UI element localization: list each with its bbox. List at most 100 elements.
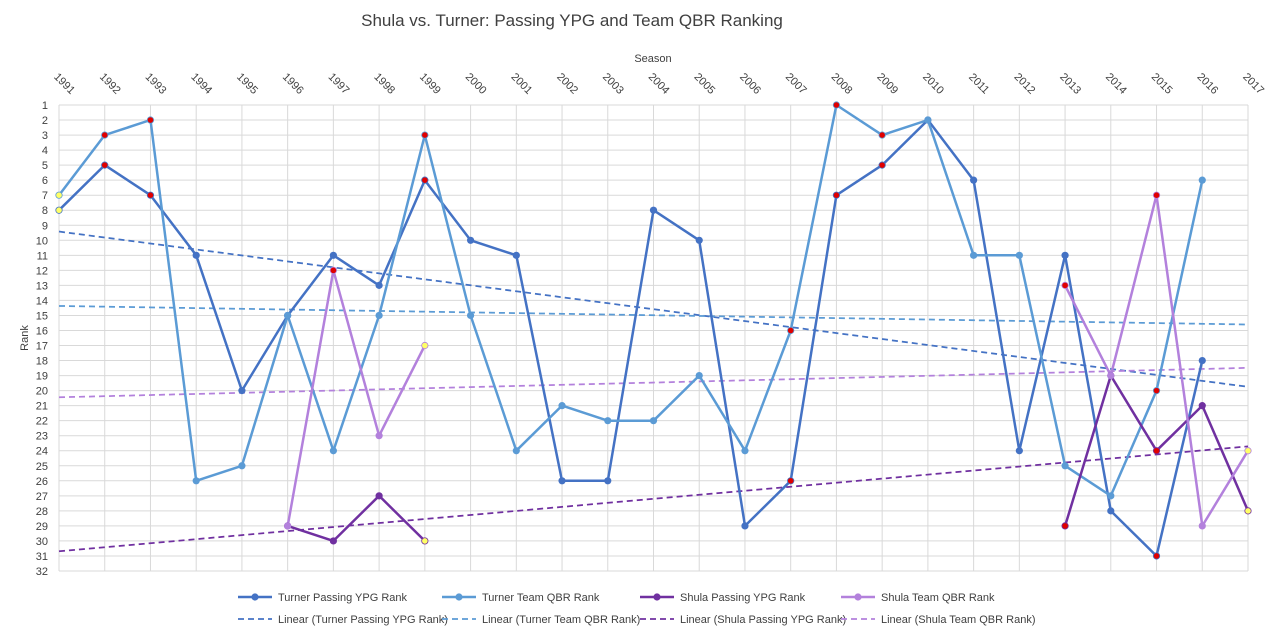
x-tick-label: 2016 [1194,71,1220,97]
data-point [1015,251,1023,259]
y-tick-label: 31 [36,551,48,563]
y-tick-label: 25 [36,461,48,473]
data-point [1107,507,1115,515]
legend-swatch-marker [653,593,661,601]
data-point [512,251,520,259]
data-point [238,462,246,470]
x-tick-label: 1991 [51,71,77,97]
data-point [375,281,383,289]
y-tick-label: 19 [36,371,48,383]
y-tick-label: 32 [36,566,48,578]
data-point [1244,447,1252,455]
x-tick-label: 2014 [1103,71,1129,97]
legend-swatch-marker [251,593,259,601]
data-point [466,236,475,244]
data-point [329,251,337,259]
x-tick-label: 1993 [143,71,169,97]
y-tick-label: 1 [42,100,48,112]
data-point [1198,176,1206,184]
x-tick-label: 2006 [737,71,763,97]
data-point [1061,462,1069,470]
y-tick-label: 5 [42,160,48,172]
y-tick-label: 9 [42,220,48,232]
y-tick-label: 2 [42,115,48,127]
data-point [421,131,429,139]
legend: Turner Passing YPG Rank Turner Team QBR R… [238,592,1035,626]
data-point [558,402,566,410]
data-point [832,101,841,109]
data-point [238,387,246,395]
data-point [512,447,520,455]
x-tick-label: 2010 [920,71,946,97]
y-tick-label: 29 [36,521,48,533]
data-point [695,236,703,244]
y-tick-label: 20 [36,386,48,398]
legend-label: Linear (Shula Team QBR Rank) [881,614,1035,626]
legend-label: Linear (Turner Passing YPG Rank) [278,614,448,626]
data-point [192,477,200,485]
x-tick-label: 1992 [97,71,123,97]
y-tick-label: 7 [42,190,48,202]
data-point [787,477,795,485]
data-point [741,522,749,530]
legend-swatch-marker [854,593,862,601]
data-point [1152,387,1161,395]
x-tick-label: 2004 [646,71,672,97]
x-tick-label: 1998 [371,71,397,97]
data-point [1152,447,1161,455]
x-tick-label: 2003 [600,71,626,97]
series-line [58,103,1204,498]
data-point [1107,371,1115,380]
y-tick-label: 3 [42,130,48,142]
data-point [878,161,886,169]
y-tick-label: 23 [36,431,48,443]
y-tick-label: 26 [36,476,48,488]
gridlines [58,104,1249,572]
y-tick-label: 27 [36,491,48,503]
data-point [1061,251,1069,259]
data-point [421,341,429,350]
x-tick-label: 1997 [326,71,352,97]
x-tick-label: 2013 [1057,71,1083,97]
chart-title: Shula vs. Turner: Passing YPG and Team Q… [361,11,783,30]
data-point [55,206,63,214]
trendline [58,366,1249,399]
y-tick-label: 16 [36,325,48,337]
x-tick-label: 2000 [463,71,489,97]
legend-label: Shula Passing YPG Rank [680,592,806,604]
x-tick-label: 1994 [188,71,214,97]
data-point [421,537,429,545]
x-tick-label: 1999 [417,71,443,97]
x-tick-label: 2017 [1240,71,1266,97]
x-axis-title: Season [634,53,671,65]
y-tick-label: 8 [42,205,48,217]
x-tick-label: 2001 [509,71,535,97]
data-point [101,131,109,139]
x-tick-label: 2011 [966,71,991,96]
x-tick-label: 2015 [1149,71,1175,97]
legend-label: Turner Team QBR Rank [482,592,600,604]
data-point [329,447,337,455]
y-tick-label: 28 [36,506,48,518]
data-point [787,326,795,335]
data-point [649,417,658,425]
data-point [1015,447,1023,455]
data-point [604,417,612,425]
x-tick-label: 2009 [874,71,900,97]
data-point [1198,522,1206,530]
data-point [1061,522,1069,530]
data-point [192,251,200,259]
data-point [970,251,978,259]
data-point [1244,507,1252,515]
y-axis-title: Rank [19,325,31,351]
y-tick-label: 24 [36,446,48,458]
data-point [878,131,886,139]
y-tick-label: 11 [37,250,48,262]
data-point [55,191,63,199]
y-tick-label: 15 [36,310,48,322]
data-point [466,311,475,320]
data-point [604,477,612,485]
x-tick-label: 2008 [829,71,855,97]
